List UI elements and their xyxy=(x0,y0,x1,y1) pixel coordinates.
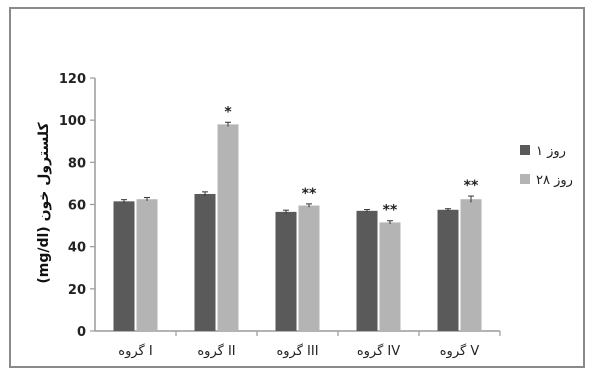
x-category-label: گروه II xyxy=(197,343,235,359)
y-tick-label: 80 xyxy=(68,156,86,171)
legend-swatch xyxy=(520,174,530,184)
bar xyxy=(356,210,378,331)
significance-marker: ** xyxy=(464,178,479,194)
bar xyxy=(113,201,135,331)
significance-marker: ** xyxy=(302,186,317,202)
chart-frame xyxy=(9,7,585,368)
bar xyxy=(194,193,216,331)
y-tick-label: 40 xyxy=(68,241,86,256)
x-category-label: گروه V xyxy=(440,343,480,359)
bar xyxy=(379,222,401,331)
y-tick-label: 100 xyxy=(59,114,86,129)
x-category-label: گروه I xyxy=(118,343,152,359)
legend-label: روز ۲۸ xyxy=(536,173,573,188)
bar xyxy=(136,199,158,331)
bar xyxy=(275,211,297,331)
bar xyxy=(217,124,239,331)
legend-label: روز ۱ xyxy=(536,144,566,159)
x-category-label: گروه IV xyxy=(357,343,400,359)
y-tick-label: 0 xyxy=(77,325,86,340)
legend-swatch xyxy=(520,145,530,155)
significance-marker: * xyxy=(224,104,232,120)
bar xyxy=(460,199,482,331)
y-tick-label: 60 xyxy=(68,199,86,214)
y-axis-label: (mg/dl) کلسترول خون xyxy=(36,122,52,284)
x-category-label: گروه III xyxy=(276,343,318,359)
y-tick-label: 120 xyxy=(59,72,86,87)
bar xyxy=(298,205,320,331)
significance-marker: ** xyxy=(383,203,398,219)
bar xyxy=(437,209,459,331)
y-tick-label: 20 xyxy=(68,283,86,298)
